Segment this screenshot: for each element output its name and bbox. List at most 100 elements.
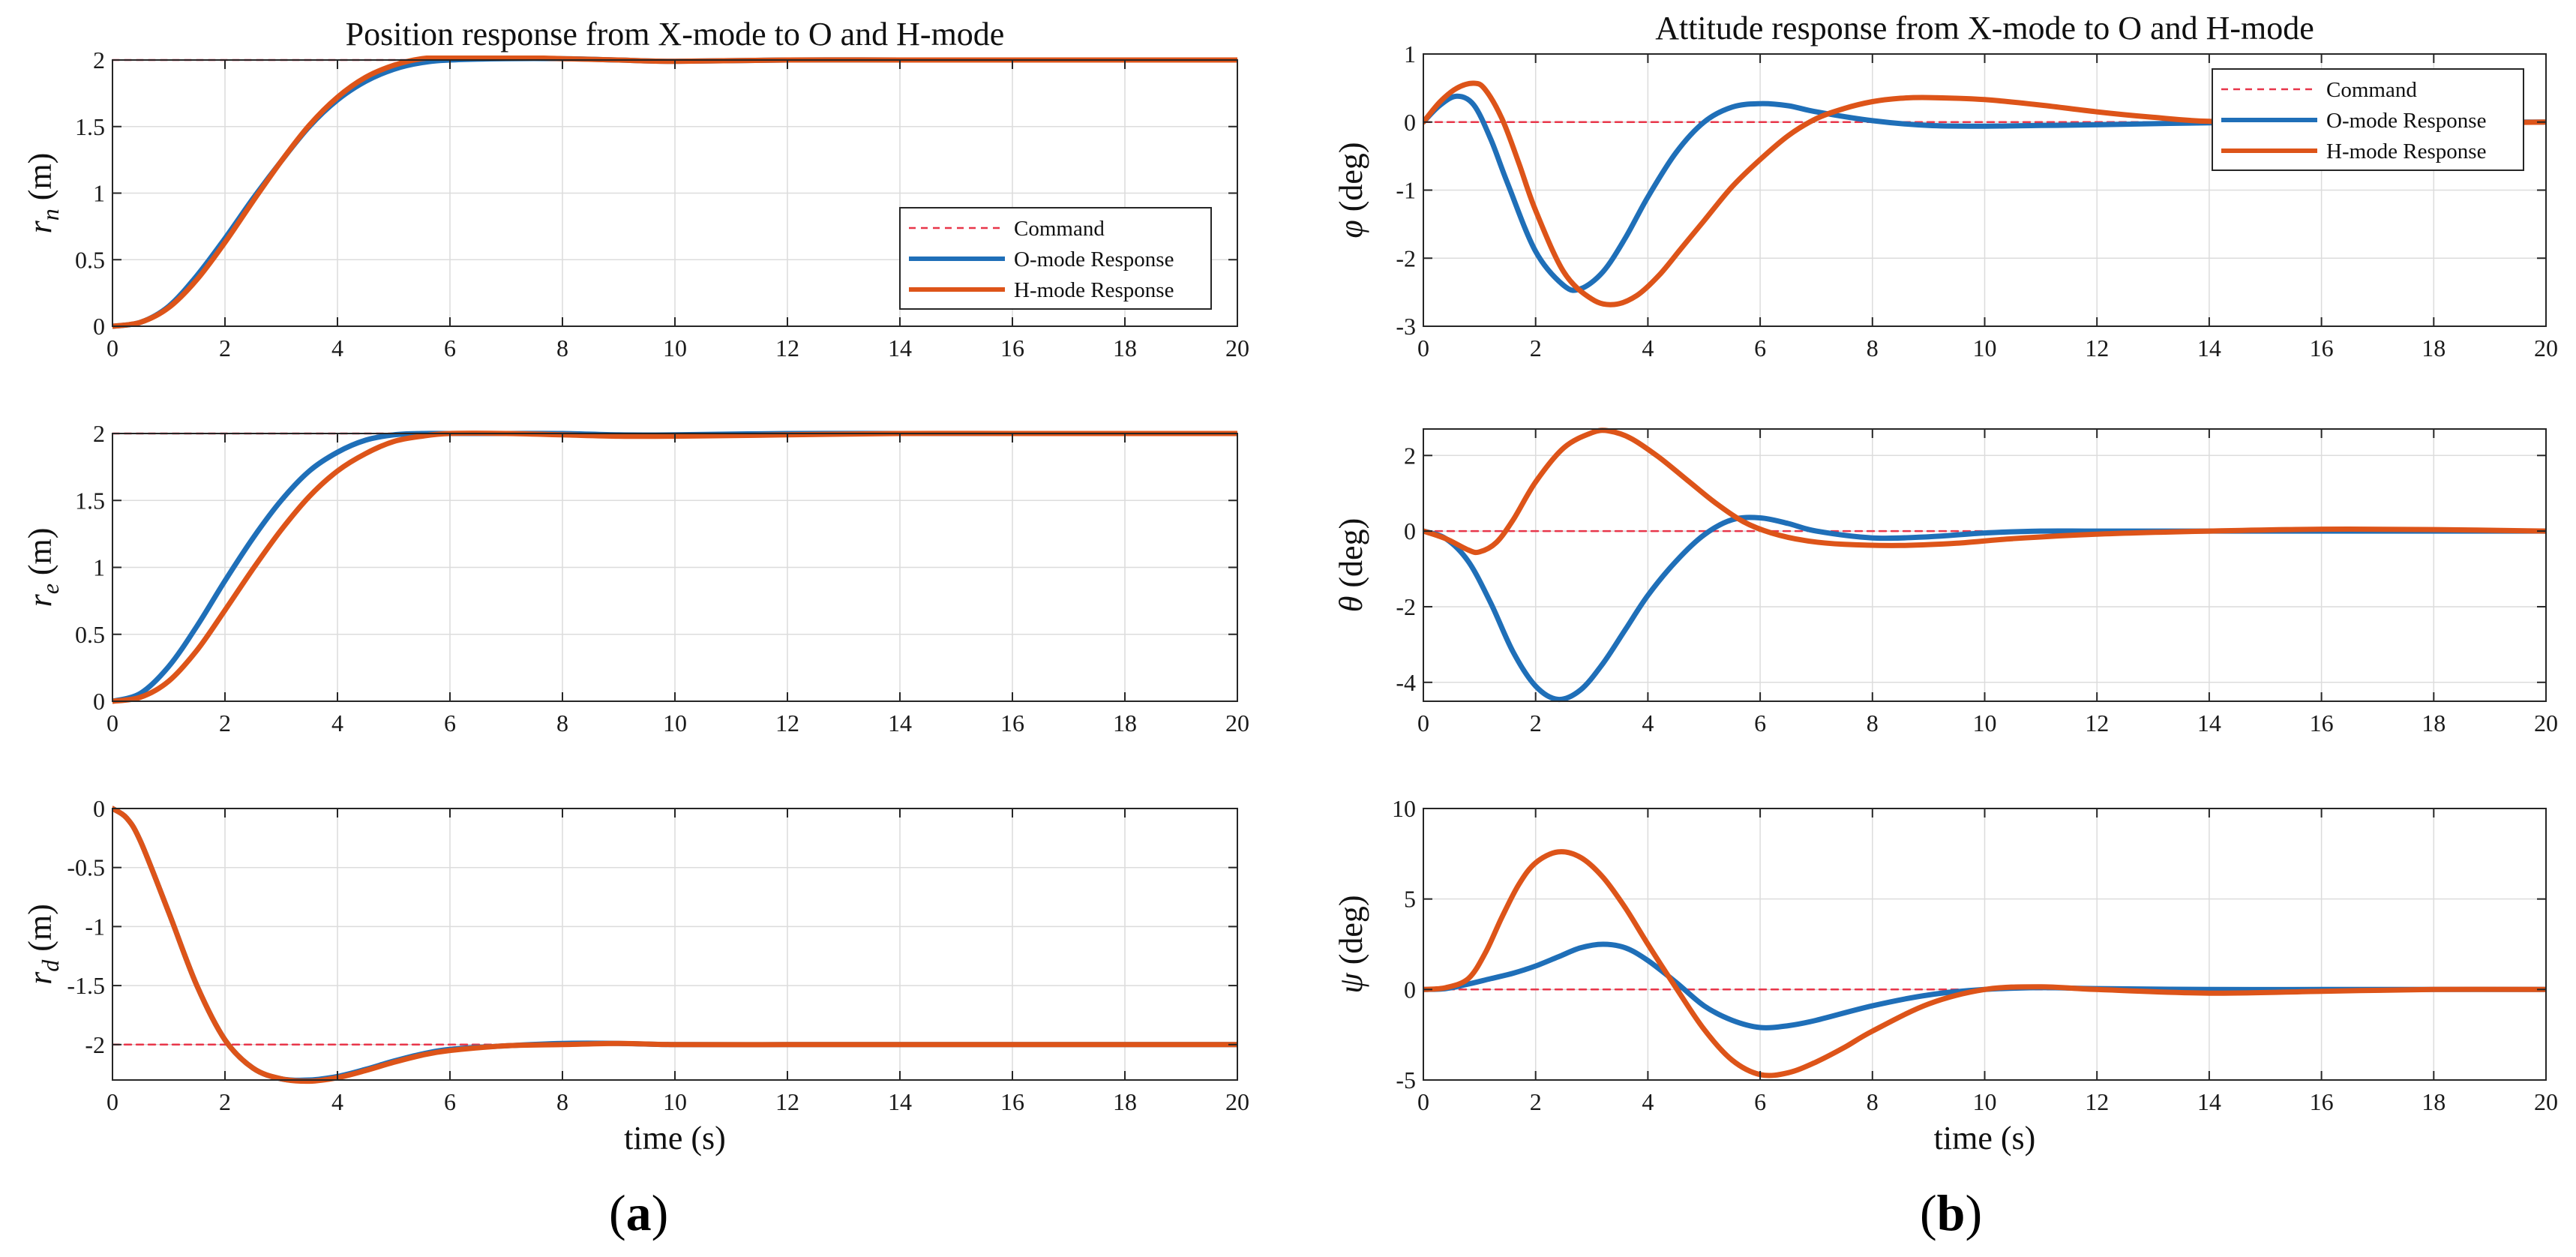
x-tick-label: 4 xyxy=(1642,334,1654,362)
x-tick-label: 0 xyxy=(1417,710,1429,736)
x-tick-label: 4 xyxy=(1642,710,1654,736)
x-tick-label: 16 xyxy=(2310,334,2334,362)
y-tick-label: -1.5 xyxy=(67,972,105,999)
x-tick-label: 8 xyxy=(1867,710,1879,736)
x-tick-label: 18 xyxy=(1113,1088,1137,1115)
x-tick-label: 14 xyxy=(2197,1088,2221,1115)
x-tick-label: 12 xyxy=(2085,1088,2109,1115)
x-tick-label: 0 xyxy=(1417,334,1429,362)
legend-entry-label: O-mode Response xyxy=(2326,109,2486,133)
x-tick-label: 16 xyxy=(1000,334,1024,362)
panel-label-a: (a) xyxy=(609,1184,669,1241)
x-tick-label: 2 xyxy=(219,334,231,362)
x-tick-label: 20 xyxy=(2534,1088,2558,1115)
x-tick-label: 20 xyxy=(1225,710,1249,736)
x-tick-label: 0 xyxy=(106,334,118,362)
x-tick-label: 18 xyxy=(2422,1088,2446,1115)
x-tick-label: 18 xyxy=(1113,710,1137,736)
x-tick-label: 4 xyxy=(331,710,343,736)
series-line-o-mode-response xyxy=(1423,941,2546,1030)
y-tick-label: 1.5 xyxy=(75,487,105,514)
x-tick-label: 12 xyxy=(2085,334,2109,362)
x-tick-label: 20 xyxy=(1225,334,1249,362)
x-tick-label: 4 xyxy=(331,1088,343,1115)
y-tick-label: -2 xyxy=(1396,593,1416,620)
y-tick-label: 0 xyxy=(93,795,105,822)
x-tick-label: 2 xyxy=(1530,334,1542,362)
x-tick-label: 14 xyxy=(888,710,912,736)
x-tick-label: 14 xyxy=(2197,334,2221,362)
x-tick-label: 20 xyxy=(2534,710,2558,736)
x-tick-label: 18 xyxy=(2422,710,2446,736)
y-tick-label: 0.5 xyxy=(75,621,105,648)
x-tick-label: 12 xyxy=(775,710,799,736)
x-tick-label: 8 xyxy=(1867,334,1879,362)
x-tick-label: 6 xyxy=(444,710,456,736)
legend-entry-label: Command xyxy=(1014,217,1105,241)
chart-re: 0 2 4 6 8 10 12 14 16 18 20 0 0.5 1 1.5 2 re (m) xyxy=(22,420,1249,736)
x-tick-label: 10 xyxy=(663,710,687,736)
legend: Command O-mode Response H-mode Response xyxy=(2212,68,2524,171)
x-tick-label: 16 xyxy=(1000,710,1024,736)
y-tick-label: -1 xyxy=(1396,177,1416,204)
y-tick-label: 2 xyxy=(93,46,105,74)
y-tick-label: -5 xyxy=(1396,1066,1416,1094)
x-tick-label: 8 xyxy=(556,1088,568,1115)
x-tick-label: 18 xyxy=(2422,334,2446,362)
series-line-h-mode-response xyxy=(1423,849,2546,1078)
y-tick-label: -3 xyxy=(1396,313,1416,340)
x-tick-label: 14 xyxy=(888,334,912,362)
y-tick-label: -0.5 xyxy=(67,854,105,881)
x-tick-label: 12 xyxy=(2085,710,2109,736)
y-tick-label: 0 xyxy=(1404,518,1416,544)
x-tick-label: 20 xyxy=(2534,334,2558,362)
y-tick-label: 2 xyxy=(1404,442,1416,469)
series-line-h-mode-response xyxy=(1423,428,2546,556)
x-tick-label: 18 xyxy=(1113,334,1137,362)
y-tick-label: -2 xyxy=(85,1031,105,1058)
x-tick-label: 2 xyxy=(1530,710,1542,736)
x-tick-label: 10 xyxy=(1973,334,1997,362)
chart-rd: 0 2 4 6 8 10 12 14 16 18 20 0 -0.5 -1 -1.5 -2 rd (m) time… xyxy=(22,795,1249,1156)
legend-entry-label: O-mode Response xyxy=(1014,248,1174,272)
x-tick-label: 14 xyxy=(2197,710,2221,736)
x-tick-label: 16 xyxy=(2310,1088,2334,1115)
x-tick-label: 20 xyxy=(1225,1088,1249,1115)
y-tick-label: 0.5 xyxy=(75,246,105,273)
x-tick-label: 16 xyxy=(2310,710,2334,736)
y-axis-label: rd (m) xyxy=(22,904,64,985)
y-axis-label: ψ (deg) xyxy=(1333,895,1369,993)
chart-rn: 0 2 4 6 8 10 12 14 16 18 20 0 0.5 1 1.5 2 rn (m) Position… xyxy=(22,16,1249,362)
chart-title: Attitude response from X-mode to O and H… xyxy=(1655,10,2314,46)
series-line-h-mode-response xyxy=(1423,80,2546,308)
y-tick-label: 10 xyxy=(1392,795,1416,822)
x-tick-label: 0 xyxy=(106,1088,118,1115)
y-tick-label: -4 xyxy=(1396,669,1416,696)
x-tick-label: 6 xyxy=(444,1088,456,1115)
y-axis-label: re (m) xyxy=(22,528,64,608)
x-tick-label: 2 xyxy=(219,1088,231,1115)
y-axis-label: rn (m) xyxy=(22,153,64,234)
y-tick-label: 1.5 xyxy=(75,113,105,140)
x-tick-label: 6 xyxy=(1754,334,1766,362)
x-tick-label: 0 xyxy=(106,710,118,736)
y-tick-label: 0 xyxy=(93,313,105,340)
y-tick-label: 5 xyxy=(1404,886,1416,913)
y-tick-label: 1 xyxy=(93,180,105,207)
x-tick-label: 10 xyxy=(663,334,687,362)
panel-label-b: (b) xyxy=(1920,1184,1983,1241)
x-tick-label: 10 xyxy=(1973,1088,1997,1115)
y-tick-label: 0 xyxy=(1404,976,1416,1003)
x-tick-label: 10 xyxy=(663,1088,687,1115)
y-tick-label: -1 xyxy=(85,913,105,940)
x-tick-label: 12 xyxy=(775,1088,799,1115)
x-tick-label: 4 xyxy=(331,334,343,362)
series-line-h-mode-response xyxy=(112,806,1237,1084)
x-tick-label: 4 xyxy=(1642,1088,1654,1115)
x-tick-label: 2 xyxy=(219,710,231,736)
x-tick-label: 6 xyxy=(444,334,456,362)
y-tick-label: -2 xyxy=(1396,244,1416,272)
